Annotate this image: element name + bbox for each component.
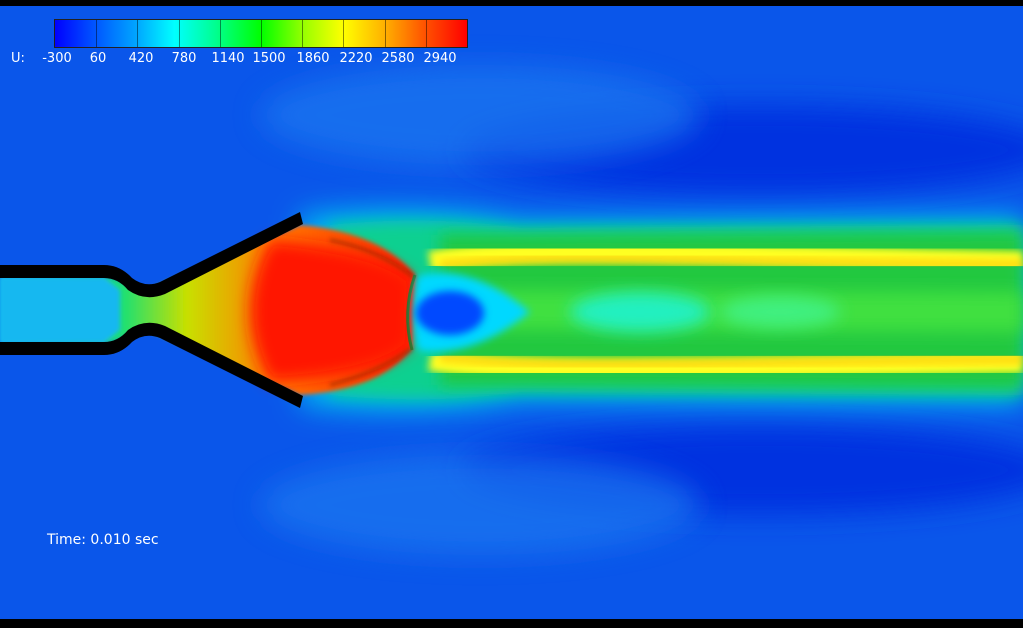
legend-tick-label: 1860 xyxy=(296,51,330,66)
legend-tick-label: 60 xyxy=(89,51,107,66)
mach-disk-cell xyxy=(413,272,530,352)
top-boundary xyxy=(0,0,1023,6)
color-legend-bar xyxy=(54,19,468,48)
legend-tick-label: 1500 xyxy=(252,51,286,66)
time-label: Time: 0.010 sec xyxy=(47,532,159,548)
legend-tick-label: 2580 xyxy=(381,51,415,66)
nozzle-flow xyxy=(0,225,417,395)
legend-tick-label: 1140 xyxy=(211,51,245,66)
legend-tick-label: 420 xyxy=(128,51,154,66)
ambient-flow xyxy=(260,65,1023,555)
legend-tick-label: -300 xyxy=(42,51,72,66)
legend-tick-label: 2940 xyxy=(423,51,457,66)
nozzle-wall xyxy=(0,212,303,408)
bottom-boundary xyxy=(0,619,1023,628)
jet-plume xyxy=(300,208,1023,412)
legend-variable-label: U: xyxy=(11,51,25,66)
legend-tick-label: 780 xyxy=(171,51,197,66)
legend-tick-label: 2220 xyxy=(339,51,373,66)
